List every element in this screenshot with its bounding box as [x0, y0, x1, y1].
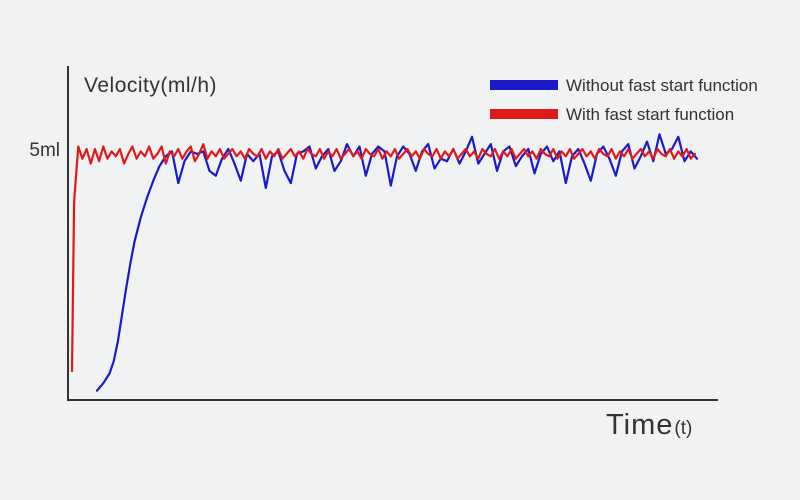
x-axis-label: Time	[606, 409, 673, 441]
y-axis-label: Velocity(ml/h)	[84, 74, 217, 97]
legend-swatch	[490, 80, 558, 90]
y-tick-labels: 5ml	[29, 140, 60, 161]
series-line-with-fast-start	[70, 143, 697, 373]
legend-label: With fast start function	[566, 105, 734, 124]
series-lines	[70, 133, 699, 392]
legend-swatch	[490, 109, 558, 119]
x-axis-unit: (t)	[674, 418, 692, 439]
legend: Without fast start function With fast sta…	[490, 76, 758, 124]
series-line-without-fast-start	[95, 133, 699, 392]
legend-label: Without fast start function	[566, 76, 758, 95]
y-tick-label: 5ml	[29, 140, 60, 161]
x-axis-label-group: Time(t)	[606, 409, 692, 441]
